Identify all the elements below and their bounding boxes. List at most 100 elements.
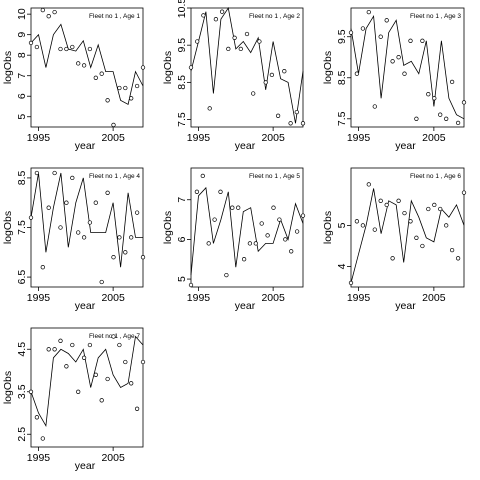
y-axis-label: logObs (2, 211, 14, 244)
y-tick-label: 6 (16, 93, 28, 99)
observed-point (219, 9, 225, 14)
observed-point (259, 221, 264, 226)
observed-point (70, 342, 75, 348)
observed-point (58, 46, 63, 52)
observed-point (378, 34, 383, 39)
observed-point (99, 279, 104, 285)
plot-frame (30, 327, 144, 448)
observed-point (194, 189, 200, 194)
observed-point (123, 359, 128, 365)
observed-point (218, 189, 223, 194)
observed-point (265, 233, 270, 238)
observed-point (52, 170, 57, 176)
y-axis-label: logObs (322, 211, 334, 244)
observed-point (414, 116, 419, 121)
observed-point (396, 55, 401, 60)
observed-point (87, 220, 93, 225)
observed-point (81, 235, 87, 240)
observed-point (58, 338, 63, 343)
fitted-line (30, 172, 143, 268)
panel-age-4: Fleet no 1 , Age 4 1995 2005 6.5 7.5 8.5 year l… (2, 167, 146, 312)
observed-point (117, 85, 122, 91)
observed-point (426, 206, 431, 212)
x-tick-label: 2005 (261, 132, 285, 144)
x-tick-label: 2005 (101, 132, 125, 144)
observed-point (372, 104, 377, 109)
x-tick-label: 1995 (27, 452, 51, 464)
observed-point (64, 364, 69, 369)
observed-point (283, 237, 288, 242)
y-tick-label: 7.5 (176, 112, 188, 127)
observed-point (140, 255, 146, 260)
observed-point (40, 265, 45, 270)
observed-point (58, 225, 63, 230)
y-tick-label: 4 (336, 263, 348, 269)
observed-point (300, 121, 306, 126)
observed-point (212, 217, 217, 222)
observed-point (277, 217, 282, 222)
observed-point (99, 71, 104, 76)
x-axis-label: year (75, 300, 96, 312)
observed-point (247, 241, 253, 246)
x-tick-label: 2005 (422, 132, 446, 144)
y-tick-label: 5 (176, 276, 188, 282)
panel-title: Fleet no 1 , Age 1 (89, 13, 140, 20)
observed-point (253, 241, 258, 246)
observed-point (354, 219, 360, 224)
observed-point (87, 46, 93, 52)
y-tick-label: 9.5 (336, 29, 348, 44)
observed-point (232, 35, 237, 40)
y-tick-label: 9.5 (176, 38, 188, 53)
observed-point (200, 173, 205, 179)
observed-point (289, 249, 294, 254)
observed-point (117, 342, 122, 348)
observed-point (188, 65, 194, 70)
observed-point (134, 83, 140, 89)
observed-point (236, 205, 241, 210)
observed-point (34, 415, 40, 420)
observed-point (449, 247, 455, 253)
observed-point (438, 206, 443, 212)
observed-point (360, 26, 366, 31)
y-tick-label: 4.5 (16, 342, 28, 357)
observed-point (396, 198, 401, 203)
observed-point (449, 79, 455, 85)
observed-point (105, 190, 110, 195)
observed-point (408, 219, 413, 224)
observed-point (224, 272, 229, 278)
observed-point (46, 205, 51, 210)
observed-point (226, 46, 231, 52)
observed-point (294, 229, 300, 234)
observed-point (366, 182, 371, 187)
fitted-line (30, 335, 144, 428)
fitted-line (350, 14, 465, 120)
y-axis-label: logObs (322, 51, 334, 84)
panel-title: Fleet no 1 , Age 5 (249, 173, 300, 180)
observed-point (28, 389, 34, 394)
observed-point (414, 235, 419, 240)
y-tick-label: 7.5 (336, 111, 348, 126)
x-tick-label: 2005 (101, 452, 125, 464)
x-tick-label: 1995 (347, 132, 371, 144)
x-tick-label: 2005 (101, 292, 125, 304)
observed-point (111, 255, 116, 260)
observed-point (263, 80, 268, 85)
observed-point (282, 69, 287, 74)
y-tick-label: 8.5 (16, 170, 28, 185)
observed-point (117, 235, 122, 240)
y-tick-label: 5 (16, 114, 28, 120)
observed-point (134, 210, 140, 215)
observed-point (81, 355, 87, 360)
observed-point (438, 112, 443, 117)
panel-age-2: Fleet no 1 , Age 2 1995 2005 7.5 8.5 9.5 10.5 y… (162, 0, 306, 152)
observed-point (241, 257, 247, 262)
x-axis-label: year (75, 460, 96, 472)
fitted-line (190, 6, 304, 124)
observed-point (129, 235, 134, 240)
observed-point (432, 202, 437, 208)
observed-point (93, 372, 98, 377)
y-tick-label: 8.5 (176, 75, 188, 90)
observed-point (34, 170, 40, 176)
x-tick-label: 1995 (347, 292, 371, 304)
x-axis-label: year (235, 140, 256, 152)
